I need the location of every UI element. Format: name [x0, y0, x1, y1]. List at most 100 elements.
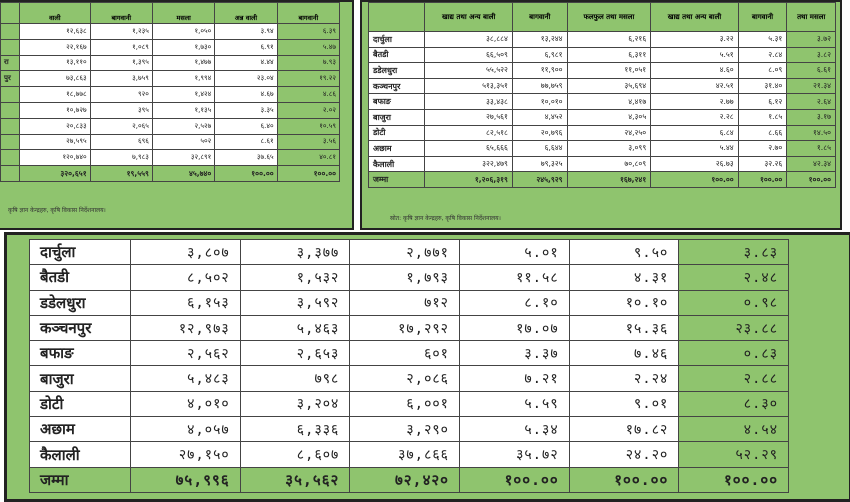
- value-cell: १०,०१०: [511, 93, 568, 110]
- value-cell: ४,०१०: [130, 390, 241, 418]
- district-cell: [0, 86, 20, 103]
- top-right-table: खाद्य तथा अन्य बाली बागवानी फलफुल तथा मस…: [367, 2, 836, 188]
- top-left-header-row: वाली बागवानी मसला अन्न वाली बागवानी: [0, 2, 341, 24]
- top-left-table: वाली बागवानी मसला अन्न वाली बागवानी १२,६…: [0, 2, 341, 182]
- table-row: १२,६३८ १,२३५ १,०५० ३.९४ ६.३९: [0, 23, 341, 40]
- value-cell: १९.२२: [276, 70, 341, 88]
- value-cell: ५.०१: [458, 238, 570, 266]
- total-row: जम्मा १,२०६,३१९ २४५,९२९ १६७,२४१ १००.०० १००.००…: [367, 171, 836, 188]
- total-cell: १००.००: [650, 171, 739, 188]
- value-cell: २.२४: [568, 365, 680, 392]
- value-cell: २,०६५: [89, 117, 153, 135]
- value-cell: १,०५०: [151, 23, 216, 40]
- value-cell: ११,९००: [511, 62, 568, 79]
- value-cell: ७३,८६३: [19, 70, 91, 88]
- value-cell: ६.१२: [737, 93, 788, 110]
- district-cell: डडेलधुरा: [29, 289, 131, 316]
- district-cell: [0, 101, 20, 119]
- table-row: डडेलधुरा ५५,५२२ ११,९०० ११,०५१ ४.६० ८.०९ ६.६१: [367, 62, 836, 79]
- value-cell: २२,१६७: [19, 38, 91, 56]
- value-cell: २,५६२: [130, 340, 241, 367]
- table-row: डडेलधुरा ६,१५३ ३,५९२ ७१२ ८.१० १०.१० ०.९८: [29, 289, 789, 316]
- value-cell: १३,२४४: [511, 31, 568, 48]
- total-label: [0, 165, 20, 182]
- value-cell: ७७,७५९: [511, 77, 568, 95]
- value-cell: ५०२: [151, 133, 216, 151]
- value-cell: २०,७९६: [511, 124, 568, 142]
- value-cell: ३.३५: [214, 101, 278, 119]
- header-cell: अन्न वाली: [214, 2, 278, 24]
- district-cell: कञ्चनपुर: [367, 77, 426, 95]
- total-cell: १००.००: [214, 165, 278, 182]
- table-row: बैतडी ८,५०२ १,५३२ १,७९३ ११.५८ ४.३१ २.४८: [29, 264, 789, 291]
- value-cell: २.७७: [650, 93, 739, 110]
- value-cell: ४,३०५: [566, 108, 652, 126]
- header-cell: खाद्य तथा अन्य बाली: [650, 2, 739, 32]
- value-cell: २.८४: [737, 46, 788, 64]
- value-cell: २.४८: [678, 264, 789, 291]
- value-cell: ५१३,३५१: [424, 77, 513, 95]
- value-cell: ४,०५७: [130, 416, 241, 443]
- value-cell: ७.९३: [276, 54, 341, 72]
- value-cell: ७.४६: [568, 340, 680, 367]
- value-cell: १,५३२: [239, 264, 351, 291]
- value-cell: १२०,७४०: [19, 149, 91, 167]
- value-cell: ६,३११: [566, 46, 652, 64]
- value-cell: १७.०७: [458, 314, 570, 342]
- value-cell: २७,५९५: [19, 133, 91, 151]
- value-cell: ३.८२: [786, 46, 836, 64]
- district-cell: [0, 38, 20, 56]
- value-cell: ३७,८६६: [349, 441, 460, 468]
- value-cell: १,१३५: [151, 101, 216, 119]
- table-row: अछाम ४,०५७ ६,३३६ ३,२९० ५.३४ १७.८२ ४.५४: [29, 416, 789, 443]
- value-cell: १,०८९: [89, 38, 153, 56]
- value-cell: २७,५६१: [424, 108, 513, 126]
- table-row: कैलाली ३२२,४७९ ७९,३२५ ७०,८०९ २६.७३ ३२.२६ ४२.३४: [367, 155, 836, 173]
- value-cell: ६.९१: [214, 38, 278, 56]
- value-cell: १७.८२: [568, 416, 680, 443]
- table-row: कैलाली २७,१५० ८,६०७ ३७,८६६ ३५.७२ २४.२० ५२.२९: [29, 441, 789, 468]
- header-cell: तथा मसला: [786, 2, 836, 32]
- district-cell: अछाम: [367, 140, 426, 157]
- header-cell: बागवानी: [737, 2, 788, 32]
- value-cell: २,५२७: [151, 117, 216, 135]
- value-cell: ३,२९०: [349, 416, 460, 443]
- table-row: बाजुरा २७,५६१ ४,४५२ ४,३०५ २.२८ १.८५ ३.१७: [367, 108, 836, 126]
- table-row: २२,१६७ १,०८९ १,७३० ६.९१ ५.४७: [0, 38, 341, 56]
- value-cell: ५,४६३: [239, 314, 351, 342]
- value-cell: ९.०१: [568, 390, 680, 418]
- value-cell: ३,७५९: [89, 70, 153, 88]
- value-cell: ३५,६९४: [566, 77, 652, 95]
- header-cell: बागवानी: [89, 2, 153, 24]
- value-cell: २.२८: [650, 108, 739, 126]
- value-cell: १५.३६: [568, 314, 680, 342]
- value-cell: ४०.८१: [276, 149, 341, 167]
- value-cell: ५२.२९: [678, 441, 789, 468]
- value-cell: ८,६०७: [239, 441, 351, 468]
- value-cell: ४.५४: [678, 416, 789, 443]
- value-cell: ४,४५२: [511, 108, 568, 126]
- value-cell: ६.८४: [650, 124, 739, 142]
- value-cell: १४.५०: [786, 124, 836, 142]
- district-cell: कैलाली: [29, 441, 131, 468]
- value-cell: १,७९३: [349, 264, 460, 291]
- value-cell: १,२३५: [89, 23, 153, 40]
- top-left-source-note: कृषि ज्ञान केन्द्रहरु, कृषि विकास निर्दे…: [8, 207, 106, 214]
- value-cell: २.७०: [737, 140, 788, 157]
- value-cell: ३.९४: [214, 23, 278, 40]
- value-cell: ०.९८: [678, 289, 789, 316]
- value-cell: १,३९५: [89, 54, 153, 72]
- top-right-table-wrap: खाद्य तथा अन्य बाली बागवानी फलफुल तथा मस…: [367, 2, 836, 188]
- value-cell: १३,११०: [19, 54, 91, 72]
- value-cell: ८.३०: [678, 390, 789, 418]
- header-cell: खाद्य तथा अन्य बाली: [424, 2, 513, 32]
- value-cell: १०.१०: [568, 289, 680, 316]
- total-cell: ३२०,६५१: [19, 165, 91, 182]
- value-cell: ४,४१७: [566, 93, 652, 110]
- value-cell: २,७७१: [349, 238, 460, 266]
- total-row: जम्मा ७५,९९६ ३५,५६२ ७२,४२० १००.०० १००.०० १००.०…: [29, 466, 789, 493]
- table-row: बैतडी ६६,५०९ ६,९८१ ६,३११ ५.५१ २.८४ ३.८२: [367, 46, 836, 64]
- value-cell: ८.६६: [737, 124, 788, 142]
- value-cell: ७.२१: [458, 365, 570, 392]
- value-cell: १,९९४: [151, 70, 216, 88]
